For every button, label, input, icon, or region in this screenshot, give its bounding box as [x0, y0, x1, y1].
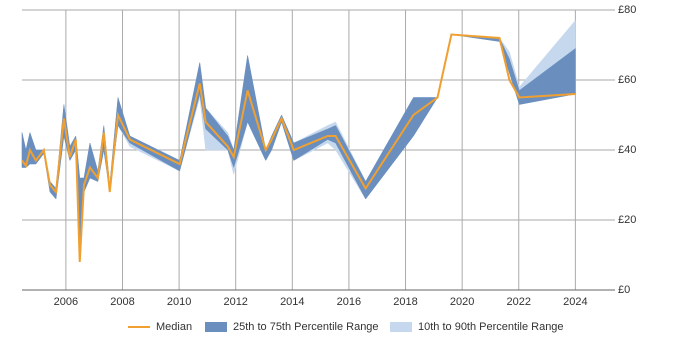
x-tick-label: 2012: [223, 296, 247, 308]
x-tick-label: 2020: [450, 296, 474, 308]
x-tick-label: 2018: [393, 296, 417, 308]
x-tick-label: 2024: [563, 296, 587, 308]
x-tick-label: 2014: [280, 296, 304, 308]
x-tick-label: 2006: [54, 296, 78, 308]
y-tick-label: £80: [618, 4, 636, 16]
legend-label: 25th to 75th Percentile Range: [233, 321, 379, 333]
x-tick-label: 2022: [507, 296, 531, 308]
y-tick-label: £40: [618, 144, 636, 156]
y-tick-label: £60: [618, 74, 636, 86]
legend-swatch: [205, 322, 227, 332]
median-line: [21, 33, 576, 263]
x-tick-label: 2016: [337, 296, 361, 308]
x-tick-label: 2010: [167, 296, 191, 308]
x-tick-label: 2008: [110, 296, 134, 308]
legend-label: 10th to 90th Percentile Range: [418, 321, 564, 333]
legend-label: Median: [156, 321, 192, 333]
y-tick-label: £0: [618, 284, 630, 296]
y-tick-label: £20: [618, 214, 636, 226]
legend-swatch: [390, 322, 412, 332]
